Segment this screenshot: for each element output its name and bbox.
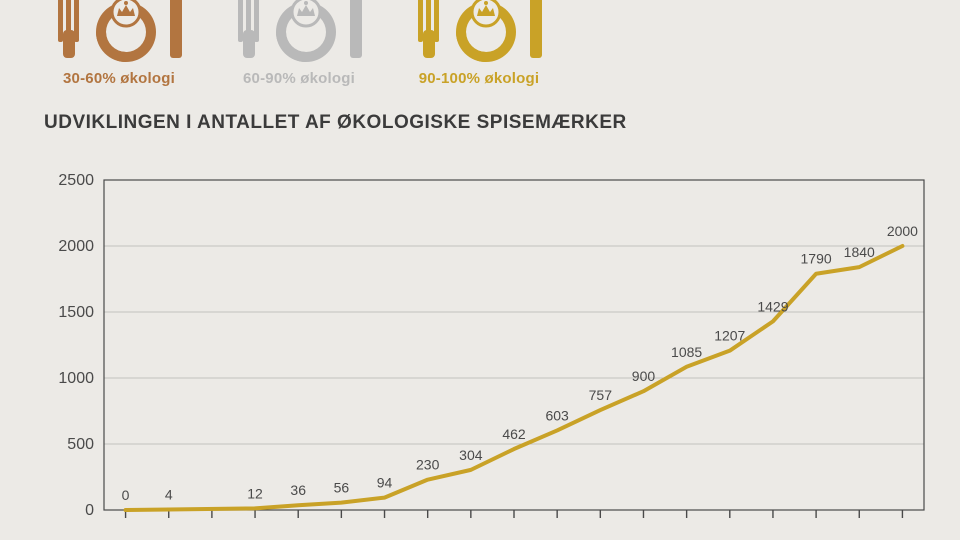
eco-badge-icon (404, 0, 554, 68)
eco-badge-1: 30-60% økologi (44, 0, 194, 87)
data-label: 36 (290, 482, 306, 498)
data-label: 12 (247, 485, 263, 501)
y-tick-label: 500 (67, 436, 94, 453)
eco-badge-label: 30-60% økologi (63, 70, 175, 87)
data-label: 2000 (887, 223, 918, 239)
y-tick-label: 0 (85, 502, 94, 519)
data-label: 56 (334, 480, 350, 496)
data-label: 304 (459, 447, 483, 463)
eco-badge-label: 60-90% økologi (243, 70, 355, 87)
data-label: 1790 (801, 251, 832, 267)
data-label: 900 (632, 368, 656, 384)
data-label: 603 (545, 407, 569, 423)
line-chart: 0 500 1000 1500 2000 2500 0 4 12 36 56 94 230 304 462 6… (34, 160, 934, 540)
data-label: 757 (589, 387, 613, 403)
chart-title: UDVIKLINGEN I ANTALLET AF ØKOLOGISKE SPI… (44, 112, 627, 134)
y-tick-label: 1500 (58, 304, 94, 321)
eco-badge-2: 60-90% økologi (224, 0, 374, 87)
data-label: 1429 (757, 298, 788, 314)
y-tick-label: 2000 (58, 238, 94, 255)
y-tick-label: 2500 (58, 172, 94, 189)
badge-row: 30-60% økologi 60-90% økologi 90-100% øk… (44, 0, 554, 87)
data-label: 1840 (844, 244, 875, 260)
data-label: 462 (502, 426, 526, 442)
y-tick-label: 1000 (58, 370, 94, 387)
data-label: 0 (122, 487, 130, 503)
eco-badge-3: 90-100% økologi (404, 0, 554, 87)
eco-badge-icon (224, 0, 374, 68)
data-label: 1085 (671, 344, 702, 360)
eco-badge-icon (44, 0, 194, 68)
data-label: 94 (377, 475, 393, 491)
data-label: 1207 (714, 328, 745, 344)
eco-badge-label: 90-100% økologi (419, 70, 540, 87)
data-label: 230 (416, 457, 440, 473)
data-label: 4 (165, 486, 173, 502)
